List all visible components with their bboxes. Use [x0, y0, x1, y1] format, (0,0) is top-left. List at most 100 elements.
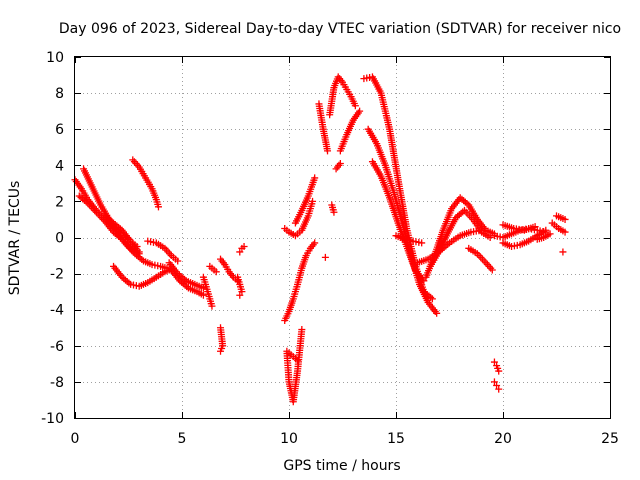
series-arc-42: [553, 212, 569, 223]
y-tick-label: 8: [55, 86, 64, 102]
series-arc-36: [490, 378, 503, 393]
series-arc-25: [336, 107, 364, 155]
y-tick-labels: 10 8 6 4 2 0 -2 -4 -6 -8 -10: [41, 50, 64, 427]
axis-ticks: [75, 57, 611, 419]
x-tick-label: 5: [178, 431, 187, 447]
series-arc-32: [426, 206, 494, 270]
series-arc-16: [281, 239, 319, 325]
data-point: [240, 243, 248, 251]
data-point: [212, 268, 220, 276]
x-tick-label: 15: [387, 431, 405, 447]
x-tick-label: 20: [494, 431, 512, 447]
data-point: [495, 385, 503, 393]
series-arc-13: [217, 324, 227, 355]
series-arc-3: [75, 192, 143, 258]
chart-title: Day 096 of 2023, Sidereal Day-to-day VTE…: [59, 21, 621, 37]
data-point: [236, 248, 244, 256]
series-arc-9: [167, 266, 207, 299]
data-point: [531, 223, 539, 231]
data-point: [236, 291, 244, 299]
series-arc-11: [206, 262, 220, 276]
y-tick-label: 4: [55, 158, 64, 174]
data-point: [154, 203, 162, 211]
series-arc-23: [326, 73, 359, 119]
data-point: [311, 239, 319, 247]
data-point: [217, 347, 225, 355]
series-arc-41: [548, 219, 569, 236]
data-point: [351, 102, 359, 110]
series-arc-30: [392, 232, 426, 247]
data-point: [493, 382, 501, 390]
data-point: [561, 228, 569, 236]
data-point: [294, 356, 302, 364]
series-arc-26: [332, 159, 344, 173]
data-point: [490, 378, 498, 386]
series-arc-14: [234, 273, 246, 299]
data-point: [324, 147, 332, 155]
series-arc-17: [283, 326, 306, 406]
y-tick-label: 0: [55, 231, 64, 247]
series-arc-21: [315, 100, 332, 155]
y-axis-label: SDTVAR / TECUs: [7, 181, 23, 296]
data-point: [238, 288, 246, 296]
data-point: [490, 358, 498, 366]
data-point: [356, 107, 364, 115]
data-point: [546, 230, 554, 238]
data-point: [298, 326, 306, 334]
series-arc-6: [129, 156, 162, 211]
y-tick-label: 6: [55, 122, 64, 138]
y-tick-label: -10: [41, 411, 64, 427]
data-point: [321, 253, 329, 261]
data-points: [71, 73, 569, 406]
data-point: [542, 226, 550, 234]
series-arc-29: [368, 158, 428, 285]
y-tick-label: -8: [50, 375, 64, 391]
data-point: [311, 174, 319, 182]
series-arc-39: [499, 221, 539, 234]
data-point: [133, 243, 141, 251]
y-tick-label: 2: [55, 194, 64, 210]
y-tick-label: -4: [50, 303, 64, 319]
series-arc-18: [285, 349, 302, 364]
series-arc-34: [465, 244, 496, 274]
data-point: [309, 197, 317, 205]
data-point: [433, 309, 441, 317]
y-tick-label: -6: [50, 339, 64, 355]
series-arc-19: [281, 197, 317, 240]
series-arc-24: [328, 201, 338, 216]
series-arc-20: [291, 174, 319, 227]
series-arc-35: [490, 358, 503, 375]
data-point: [330, 208, 338, 216]
x-axis-label: GPS time / hours: [283, 458, 400, 474]
x-tick-labels: 0 5 10 15 20 25: [71, 431, 619, 447]
x-tick-label: 10: [280, 431, 298, 447]
data-point: [208, 302, 216, 310]
data-point: [486, 234, 494, 241]
y-tick-label: 10: [46, 50, 64, 66]
x-tick-label: 25: [601, 431, 619, 447]
data-point: [488, 266, 496, 274]
data-point: [135, 250, 143, 258]
series-arc-43: [559, 248, 567, 256]
series-arc-38: [499, 226, 550, 251]
series-arc-12: [217, 255, 242, 285]
series-arc-22: [321, 253, 329, 261]
x-tick-label: 0: [71, 431, 80, 447]
data-point: [420, 277, 428, 285]
data-point: [174, 257, 182, 265]
data-point: [199, 291, 207, 299]
data-point: [418, 239, 426, 247]
data-point: [561, 215, 569, 223]
y-tick-label: -2: [50, 267, 64, 283]
series-arc-33: [413, 226, 486, 267]
series-arc-10: [199, 273, 216, 310]
data-point: [495, 367, 503, 375]
data-point: [559, 248, 567, 256]
plot-frame: [74, 56, 611, 419]
series-arc-7: [144, 237, 182, 265]
series-arc-15: [236, 243, 248, 256]
series-arc-40: [533, 230, 554, 243]
series-arc-5: [101, 212, 141, 251]
data-point: [428, 295, 436, 303]
